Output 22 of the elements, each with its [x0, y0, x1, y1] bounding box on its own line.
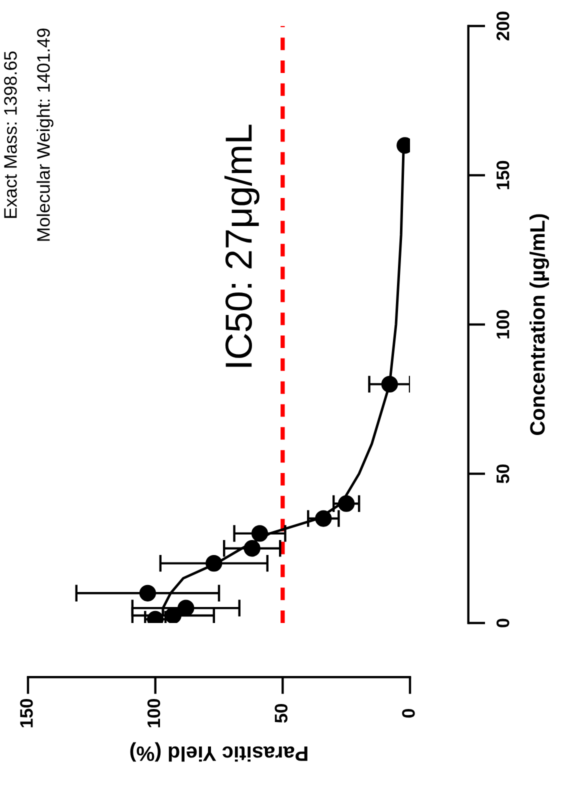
annotation: Molecular Weight: 1401.49 — [36, 28, 54, 241]
point — [206, 554, 222, 572]
point — [178, 600, 194, 616]
point — [338, 495, 355, 512]
y-tick-label: 200 — [496, 12, 510, 40]
x-tick-label: 150 — [20, 698, 33, 728]
annotation: IC50: 27μg/mL — [224, 124, 260, 367]
x-axis-title: Parasitic Yield (%) — [130, 742, 308, 762]
point — [139, 584, 156, 602]
text: Exact Mass: 1398.65 — [4, 51, 17, 218]
y-tick-label: 0 — [496, 618, 510, 628]
y-axis-title: Concentration (µg/mL) — [530, 214, 550, 435]
point — [244, 540, 260, 557]
x-tick-label: 0 — [402, 708, 415, 718]
point — [381, 376, 398, 393]
x-tick-label: 100 — [147, 698, 160, 728]
y-tick-label: 100 — [496, 310, 510, 338]
y-tick-label: 50 — [496, 464, 510, 484]
y-tick-label: 150 — [496, 160, 510, 190]
point — [315, 510, 332, 527]
point — [251, 525, 268, 542]
x-tick-label: 50 — [274, 704, 288, 723]
